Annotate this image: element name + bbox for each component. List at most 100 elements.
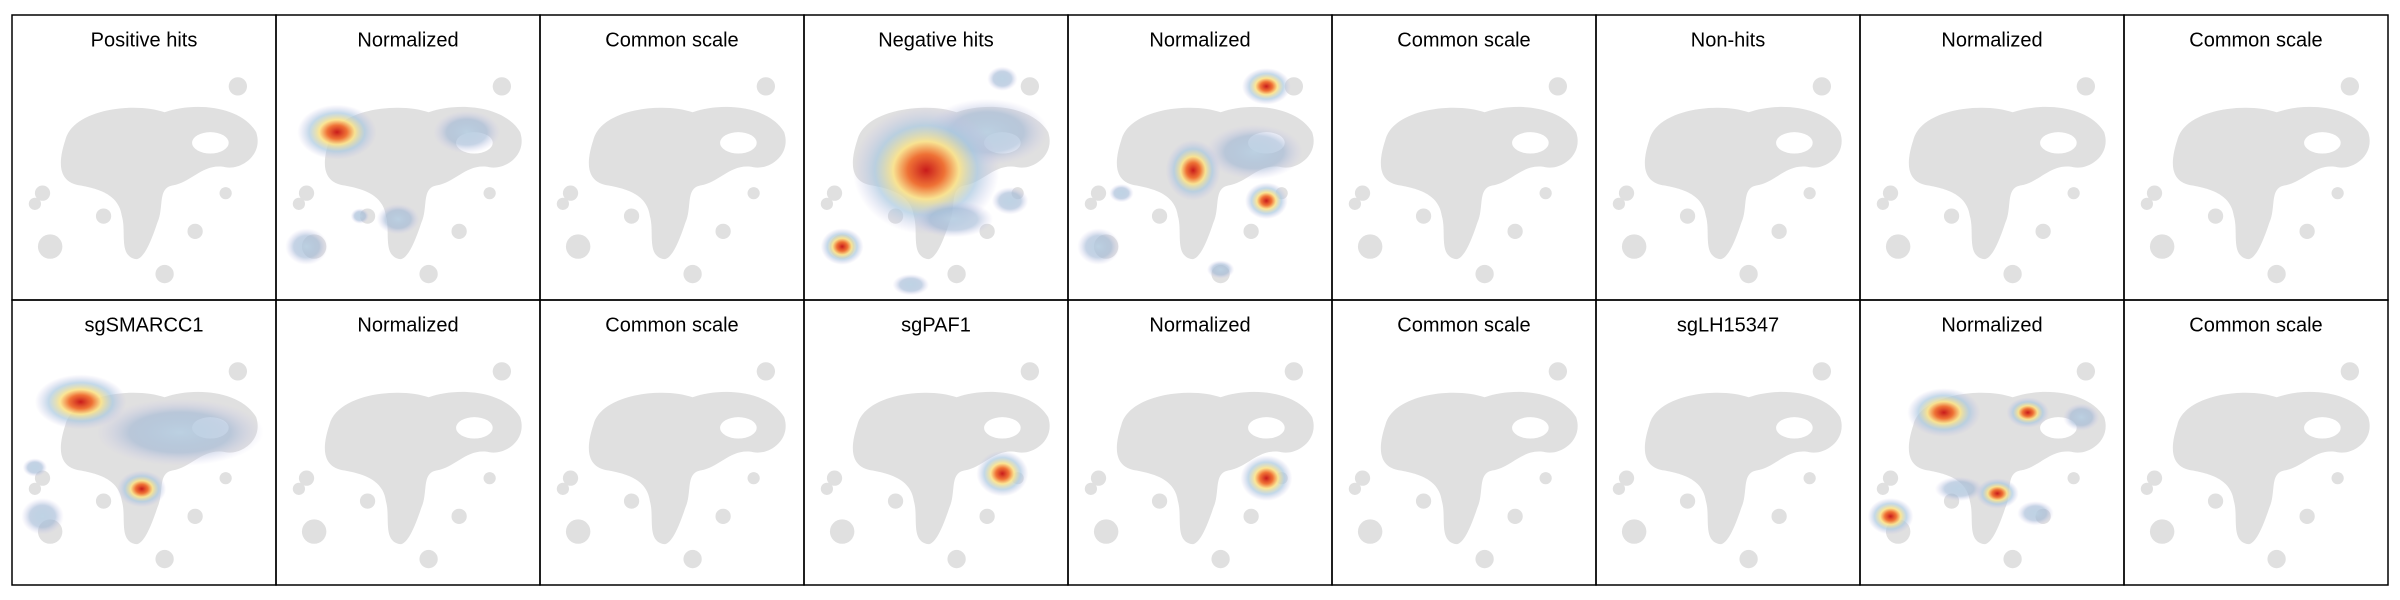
density-spot — [892, 274, 930, 296]
density-spot — [1206, 260, 1235, 279]
panel: Negative hits — [803, 14, 1069, 301]
panel: Common scale — [2123, 14, 2389, 301]
panel-title: Common scale — [1397, 29, 1530, 51]
density-map — [1876, 77, 2106, 284]
density-spot — [976, 450, 1029, 497]
density-map — [1612, 77, 1842, 284]
panel: Normalized — [1859, 299, 2125, 586]
density-map — [21, 362, 264, 569]
panel-title: Common scale — [605, 314, 738, 336]
panel-title: Common scale — [2189, 314, 2322, 336]
density-spot — [991, 187, 1029, 215]
density-spot — [1165, 139, 1221, 201]
cell-embedding — [2140, 362, 2370, 569]
panel: Common scale — [539, 14, 805, 301]
density-spot — [1907, 388, 1981, 437]
panel-border — [2123, 299, 2389, 586]
panel-title: Non-hits — [1691, 29, 1765, 51]
panel: Common scale — [1331, 14, 1597, 301]
panel-title: Common scale — [605, 29, 738, 51]
panel-title: Normalized — [357, 29, 458, 51]
panel-title: Negative hits — [878, 29, 994, 51]
panel: Common scale — [2123, 299, 2389, 586]
density-map — [2140, 77, 2370, 284]
panel-title: Normalized — [1941, 314, 2042, 336]
density-spot — [95, 398, 264, 466]
density-spot — [34, 374, 127, 430]
density-spot — [376, 203, 420, 235]
density-map — [556, 362, 786, 569]
cell-embedding — [1876, 77, 2106, 284]
panel: Normalized — [1067, 299, 1333, 586]
density-map — [556, 77, 786, 284]
panel: Normalized — [275, 14, 541, 301]
cell-embedding — [292, 362, 522, 569]
density-spot — [2006, 397, 2050, 428]
panel-title: sgSMARCC1 — [85, 314, 204, 336]
cell-embedding — [1612, 77, 1842, 284]
density-spot — [1241, 68, 1291, 105]
panel: Common scale — [1331, 299, 1597, 586]
cell-embedding — [556, 362, 786, 569]
density-spot — [350, 208, 370, 224]
density-spot — [1245, 182, 1288, 220]
density-map — [292, 362, 522, 569]
density-spot — [22, 458, 48, 477]
density-spot — [1205, 124, 1304, 180]
panel: sgSMARCC1 — [11, 299, 277, 586]
density-spot — [117, 470, 167, 508]
panel: Common scale — [539, 299, 805, 586]
panel-title: sgPAF1 — [901, 314, 971, 336]
density-spot — [2062, 403, 2100, 431]
density-spot — [1867, 498, 1914, 535]
density-map — [2140, 362, 2370, 569]
panel-title: Normalized — [1941, 29, 2042, 51]
panel-title: Positive hits — [91, 29, 198, 51]
density-spot — [1077, 228, 1120, 265]
cell-embedding — [1612, 362, 1842, 569]
cell-embedding — [2140, 77, 2370, 284]
panel: Normalized — [1067, 14, 1333, 301]
density-spot — [913, 200, 994, 238]
panel: Normalized — [1859, 14, 2125, 301]
density-spot — [285, 228, 328, 265]
cell-embedding — [1348, 362, 1578, 569]
panel: sgLH15347 — [1595, 299, 1861, 586]
density-spot — [297, 104, 377, 160]
panel-title: Normalized — [1149, 29, 1250, 51]
panel: sgPAF1 — [803, 299, 1069, 586]
density-map — [1612, 362, 1842, 569]
density-spot — [21, 498, 64, 535]
density-map — [285, 77, 522, 284]
cell-embedding — [1876, 362, 2106, 569]
panel: Non-hits — [1595, 14, 1861, 301]
panel-title: Common scale — [2189, 29, 2322, 51]
density-spot — [433, 110, 501, 154]
panel: Normalized — [275, 299, 541, 586]
density-map — [1348, 362, 1578, 569]
density-spot — [820, 228, 864, 265]
density-spot — [1109, 184, 1134, 203]
panel-title: Common scale — [1397, 314, 1530, 336]
density-map — [820, 66, 1050, 296]
density-map — [1084, 362, 1314, 569]
density-spot — [1975, 478, 2019, 509]
density-map — [1867, 362, 2106, 569]
cell-embedding — [556, 77, 786, 284]
panel-title: Normalized — [357, 314, 458, 336]
panel: Positive hits — [11, 14, 277, 301]
panel-title: Normalized — [1149, 314, 1250, 336]
cell-embedding — [28, 77, 258, 284]
density-map — [1348, 77, 1578, 284]
panel-title: sgLH15347 — [1677, 314, 1779, 336]
density-spot — [1240, 455, 1293, 502]
density-spot — [987, 66, 1018, 91]
density-spot — [1934, 476, 1984, 502]
density-map — [820, 362, 1050, 569]
density-spot — [2017, 501, 2054, 526]
density-map — [1077, 68, 1314, 284]
cell-embedding — [1348, 77, 1578, 284]
density-map — [28, 77, 258, 284]
